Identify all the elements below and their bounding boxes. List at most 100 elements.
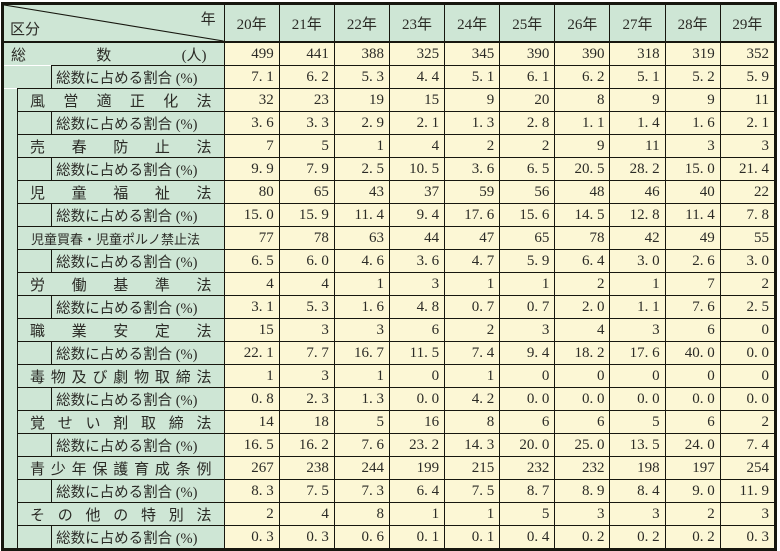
percent-value-cell: 20. 5 [554,157,611,181]
percent-row: 総数に占める割合 (%) 0. 3 0. 3 0. 6 0. 1 0. 1 0. 4 0. 2… [1,525,777,550]
row-label: 総数に占める割合 (%) [51,479,225,503]
law-row: 風営適正化法 32 23 19 15 9 20 8 9 9 11 [1,88,777,112]
label-segment: 定 [154,323,170,340]
count-value-cell: 6 [388,318,446,342]
label-segment: 総 [11,47,27,64]
percent-value-cell: 0. 1 [444,525,501,550]
count-value-cell: 232 [554,456,611,480]
indent-cell [1,157,19,181]
year-header-cell: 26年 [554,3,611,43]
percent-value-cell: 0. 7 [499,295,556,319]
count-value-cell: 46 [609,180,666,204]
count-value-cell: 244 [333,456,390,480]
percent-value-cell: 7. 7 [278,341,335,365]
percent-value-cell: 25. 0 [554,433,611,457]
count-value-cell: 4 [554,318,611,342]
count-value-cell: 59 [444,180,501,204]
indent-cell [1,249,19,273]
count-value-cell: 8 [444,410,501,434]
percent-value-cell: 0. 3 [223,525,280,550]
indent-cell [1,203,19,227]
label-segment: 止 [154,139,170,156]
row-label-text: 総数に占める割合 (%) [56,162,198,179]
percent-value-cell: 7. 9 [278,157,335,181]
label-segment: 法 [196,93,212,110]
year-header-cell: 25年 [499,3,556,43]
row-label: 労働基準法 [17,272,225,296]
percent-value-cell: 40. 0 [664,341,721,365]
count-value-cell: 77 [223,226,280,250]
row-label-text: 総数に占める割合 (%) [56,300,198,317]
label-segment: 別 [168,507,184,524]
label-segment: 毒 [30,369,46,386]
indent-cell [1,65,53,89]
indent-cell [17,341,53,365]
row-label: 毒物及び劇物取締法 [17,364,225,388]
row-label: 総数に占める割合 (%) [51,433,225,457]
label-segment: 児 [30,185,46,202]
percent-value-cell: 1. 6 [664,111,721,135]
percent-value-cell: 9. 9 [223,157,280,181]
count-value-cell: 0 [609,364,666,388]
percent-value-cell: 0. 3 [278,525,335,550]
diagonal-divider-line [4,5,224,41]
count-value-cell: 1 [444,272,501,296]
count-value-cell: 3 [609,318,666,342]
percent-value-cell: 0. 7 [444,295,501,319]
count-value-cell: 6 [554,410,611,434]
indent-cell [1,364,19,388]
year-header-cell: 22年 [333,3,390,43]
row-label: 児童買春・児童ポルノ禁止法 [17,226,225,250]
count-value-cell: 4 [278,272,335,296]
percent-value-cell: 3. 3 [278,111,335,135]
label-segment: 例 [196,461,212,478]
percent-value-cell: 7. 6 [333,433,390,457]
percent-value-cell: 17. 6 [609,341,666,365]
percent-value-cell: 5. 3 [333,65,390,89]
row-label-text: その他の特別法 [19,504,224,525]
indent-cell [1,295,19,319]
percent-value-cell: 8. 4 [609,479,666,503]
percent-value-cell: 5. 9 [499,249,556,273]
row-label: 総数に占める割合 (%) [51,65,225,89]
count-value-cell: 3 [499,318,556,342]
count-value-cell: 345 [444,41,501,66]
label-segment: い [85,415,101,432]
count-value-cell: 5 [278,134,335,158]
count-value-cell: 1 [444,364,501,388]
count-value-cell: 11 [719,88,777,112]
percent-value-cell: 11. 4 [664,203,721,227]
percent-value-cell: 2. 1 [719,111,777,135]
row-label: 総数に占める割合 (%) [51,295,225,319]
indent-cell [1,410,19,434]
percent-value-cell: 9. 4 [388,203,446,227]
percent-value-cell: 16. 5 [223,433,280,457]
label-segment: 育 [134,461,150,478]
count-value-cell: 47 [444,226,501,250]
corner-category-label: 区分 [10,22,41,38]
percent-value-cell: 2. 5 [333,157,390,181]
label-segment: 適 [96,93,112,110]
percent-value-cell: 1. 6 [333,295,390,319]
count-value-cell: 9 [664,88,721,112]
count-value-cell: 56 [499,180,556,204]
percent-value-cell: 10. 5 [388,157,446,181]
label-segment: 基 [113,277,129,294]
percent-value-cell: 17. 6 [444,203,501,227]
percent-value-cell: 13. 5 [609,433,666,457]
row-label-text: 職業安定法 [19,320,224,341]
row-label: 青少年保護育成条例 [17,456,225,480]
count-value-cell: 197 [664,456,721,480]
count-value-cell: 8 [554,88,611,112]
percent-value-cell: 3. 6 [444,157,501,181]
count-value-cell: 4 [223,272,280,296]
label-segment: 法 [196,507,212,524]
count-value-cell: 3 [719,502,777,526]
indent-cell [1,341,19,365]
percent-row: 総数に占める割合 (%) 15. 0 15. 9 11. 4 9. 4 17. 6 15. … [1,203,777,227]
count-value-cell: 232 [499,456,556,480]
percent-value-cell: 6. 5 [499,157,556,181]
label-segment: 働 [71,277,87,294]
